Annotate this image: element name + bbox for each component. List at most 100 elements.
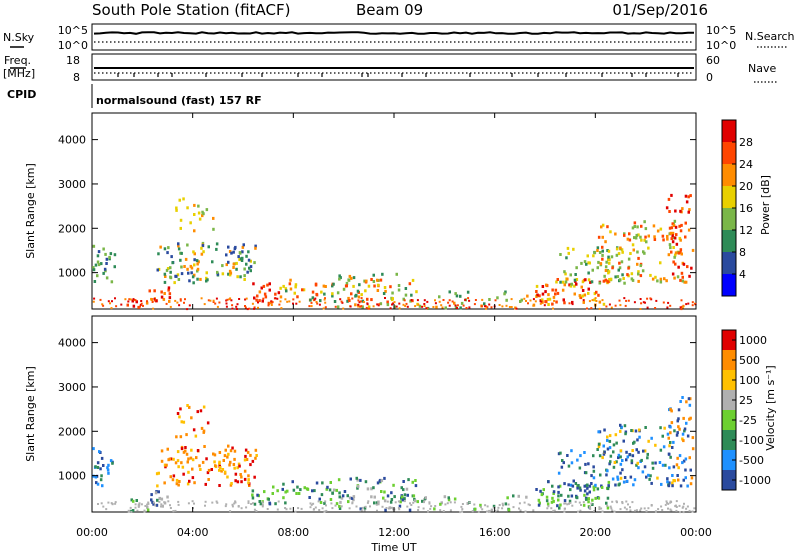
echo-cell bbox=[551, 302, 554, 305]
echo-cell bbox=[647, 473, 650, 477]
echo-cell bbox=[682, 511, 685, 514]
echo-cell bbox=[107, 471, 110, 475]
echo-cell bbox=[580, 504, 582, 506]
echo-cell bbox=[557, 498, 560, 502]
echo-cell bbox=[361, 305, 364, 309]
echo-cell bbox=[584, 462, 587, 466]
echo-cell bbox=[546, 507, 549, 510]
echo-cell bbox=[295, 492, 298, 495]
echo-cell bbox=[682, 305, 685, 308]
echo-cell bbox=[163, 463, 167, 467]
echo-cell bbox=[234, 479, 237, 483]
echo-cell bbox=[355, 505, 358, 508]
echo-cell bbox=[688, 274, 691, 278]
echo-cell bbox=[397, 507, 400, 509]
echo-cell bbox=[460, 301, 464, 305]
echo-cell bbox=[564, 507, 566, 510]
echo-cell bbox=[447, 498, 451, 502]
echo-cell bbox=[218, 451, 222, 454]
echo-cell bbox=[179, 299, 182, 302]
echo-cell bbox=[643, 220, 646, 224]
echo-cell bbox=[673, 236, 677, 240]
echo-cell bbox=[379, 302, 383, 306]
echo-cell bbox=[569, 501, 572, 504]
echo-cell bbox=[444, 503, 447, 506]
echo-cell bbox=[672, 465, 676, 469]
echo-cell bbox=[110, 502, 113, 505]
echo-cell bbox=[216, 272, 219, 276]
echo-cell bbox=[682, 262, 686, 266]
echo-cell bbox=[613, 510, 616, 513]
echo-cell bbox=[114, 502, 117, 505]
echo-cell bbox=[598, 300, 602, 304]
echo-cell bbox=[355, 476, 358, 480]
echo-cell bbox=[693, 507, 696, 510]
echo-cell bbox=[615, 247, 619, 251]
echo-cell bbox=[599, 473, 602, 477]
echo-cell bbox=[383, 476, 386, 480]
echo-cell bbox=[506, 496, 509, 500]
echo-cell bbox=[557, 485, 560, 489]
echo-cell bbox=[544, 290, 547, 294]
echo-cell bbox=[488, 303, 491, 306]
echo-cell bbox=[377, 304, 380, 307]
echo-cell bbox=[176, 412, 180, 415]
echo-cell bbox=[423, 299, 426, 302]
echo-cell bbox=[512, 494, 515, 498]
sky-tick-bottom: 10^0 bbox=[58, 39, 88, 52]
echo-cell bbox=[603, 274, 606, 278]
echo-cell bbox=[649, 273, 652, 277]
colorbar-segment bbox=[722, 120, 736, 142]
echo-cell bbox=[596, 246, 600, 250]
echo-cell bbox=[414, 305, 417, 308]
echo-cell bbox=[597, 496, 601, 500]
echo-cell bbox=[356, 486, 359, 490]
echo-cell bbox=[139, 303, 142, 306]
echo-cell bbox=[384, 289, 387, 293]
echo-cell bbox=[606, 438, 609, 442]
echo-cell bbox=[191, 467, 194, 471]
echo-cell bbox=[591, 268, 594, 272]
echo-cell bbox=[574, 273, 577, 276]
echo-cell bbox=[610, 507, 613, 510]
echo-cell bbox=[286, 300, 289, 303]
echo-cell bbox=[391, 303, 393, 306]
echo-cell bbox=[422, 507, 425, 510]
echo-cell bbox=[249, 259, 252, 263]
echo-cell bbox=[96, 461, 100, 465]
echo-cell bbox=[171, 478, 175, 482]
echo-cell bbox=[662, 445, 666, 449]
echo-cell bbox=[376, 278, 379, 282]
echo-cell bbox=[392, 508, 395, 511]
echo-cell bbox=[168, 292, 172, 296]
echo-cell bbox=[132, 304, 136, 308]
echo-cell bbox=[689, 397, 692, 401]
echo-cell bbox=[619, 462, 623, 466]
echo-cell bbox=[324, 285, 327, 288]
echo-cell bbox=[580, 261, 583, 265]
echo-cell bbox=[561, 459, 564, 462]
sky-panel-frame bbox=[91, 23, 697, 51]
echo-cell bbox=[263, 490, 266, 494]
echo-cell bbox=[454, 304, 457, 307]
echo-cell bbox=[398, 504, 402, 508]
echo-cell bbox=[633, 225, 636, 228]
echo-cell bbox=[627, 257, 631, 261]
echo-cell bbox=[661, 509, 664, 511]
echo-cell bbox=[589, 280, 592, 284]
echo-cell bbox=[291, 480, 294, 484]
echo-cell bbox=[570, 449, 573, 453]
echo-cell bbox=[688, 403, 692, 407]
echo-cell bbox=[247, 258, 251, 262]
echo-cell bbox=[559, 280, 562, 284]
echo-cell bbox=[684, 221, 687, 225]
echo-cell bbox=[496, 296, 499, 300]
colorbar-segment bbox=[722, 410, 736, 430]
echo-cell bbox=[665, 206, 669, 210]
colorbar-tick-label: 25 bbox=[739, 394, 753, 407]
echo-cell bbox=[617, 252, 621, 256]
echo-cell bbox=[438, 300, 441, 303]
echo-cell bbox=[143, 509, 146, 512]
echo-cell bbox=[340, 300, 343, 303]
